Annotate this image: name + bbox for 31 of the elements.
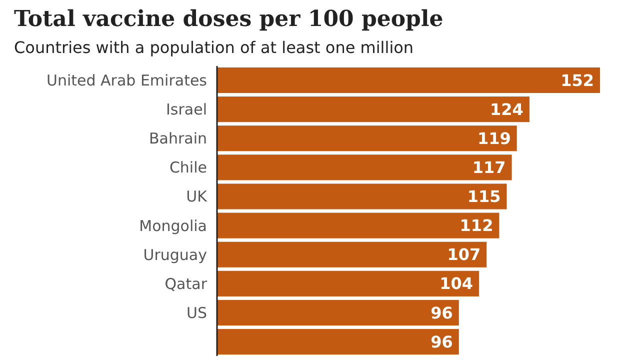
bar — [217, 184, 507, 210]
bar — [217, 300, 459, 326]
y-tick-label: Bahrain — [148, 130, 207, 148]
data-label: 124 — [490, 100, 524, 119]
y-tick-label: Qatar — [164, 274, 208, 293]
chart-subtitle: Countries with a population of at least one million — [14, 38, 414, 57]
y-tick-label: US — [186, 304, 207, 322]
data-label: 119 — [477, 128, 511, 148]
y-tick-label: UK — [186, 188, 208, 206]
bar — [217, 96, 530, 122]
y-tick-label: Israel — [166, 100, 207, 119]
y-tick-label: United Arab Emirates — [46, 71, 208, 90]
bar — [217, 242, 487, 268]
data-label: 107 — [447, 245, 481, 264]
data-label: 115 — [467, 187, 501, 206]
data-label: 96 — [430, 332, 453, 352]
y-tick-label: Chile — [169, 158, 207, 177]
y-tick-label: Uruguay — [143, 246, 208, 264]
bar — [217, 328, 459, 355]
data-label: 152 — [560, 70, 594, 90]
bar — [217, 67, 600, 94]
chart-title: Total vaccine doses per 100 people — [14, 6, 444, 32]
y-tick-label: Mongolia — [139, 216, 207, 235]
bar — [217, 212, 500, 238]
bar — [217, 154, 512, 180]
data-label: 117 — [472, 158, 506, 178]
bar — [217, 126, 517, 152]
bar — [217, 270, 480, 296]
data-label: 96 — [430, 303, 453, 322]
data-label: 104 — [440, 274, 474, 294]
data-label: 112 — [460, 216, 494, 236]
